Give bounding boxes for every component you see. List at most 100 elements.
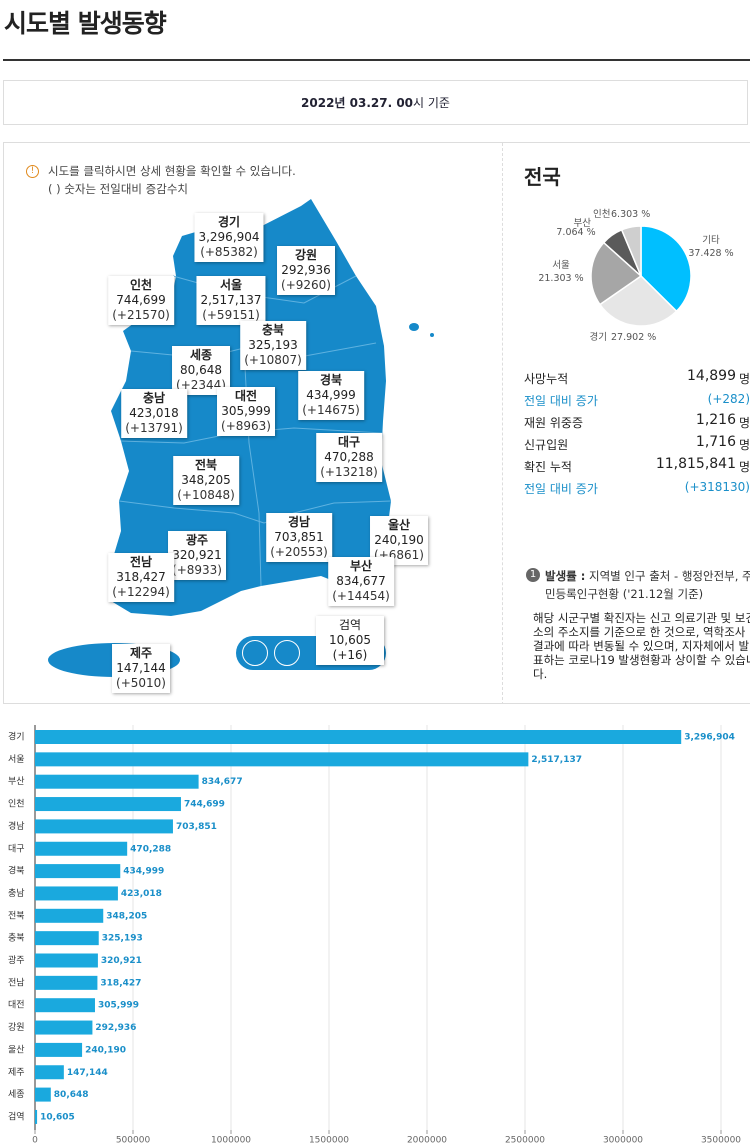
pie-label: 기타: [702, 235, 720, 246]
y-tick-label: 서울: [8, 754, 25, 765]
region-label[interactable]: 경남 703,851 (+20553): [266, 513, 332, 562]
region-count: 744,699: [116, 293, 166, 307]
region-label[interactable]: 인천 744,699 (+21570): [108, 276, 174, 325]
y-tick-label: 경북: [8, 865, 25, 877]
stat-row: 사망누적 14,899 명: [524, 368, 750, 388]
region-name: 검역: [338, 618, 362, 632]
region-label[interactable]: 서울 2,517,137 (+59151): [196, 276, 266, 325]
region-change: (+13218): [320, 465, 378, 479]
notice-text: ( ) 숫자는 전일대비 증감수치: [48, 182, 188, 196]
y-tick-label: 세종: [8, 1089, 25, 1100]
value-label: 703,851: [176, 822, 217, 832]
status-panel: ! 시도를 클릭하시면 상세 현황을 확인할 수 있습니다. ( ) 숫자는 전…: [3, 142, 750, 704]
bar: [35, 998, 95, 1013]
date-box: 2022년 03.27. 00시 기준: [3, 80, 748, 125]
region-label[interactable]: 경북 434,999 (+14675): [298, 371, 364, 420]
region-label[interactable]: 세종 80,648 (+2344): [172, 346, 230, 395]
x-tick-label: 2500000: [505, 1136, 545, 1145]
stat-unit: 명: [738, 460, 750, 474]
value-label: 240,190: [85, 1045, 126, 1055]
region-count: 834,677: [336, 574, 386, 588]
region-label[interactable]: 대구 470,288 (+13218): [316, 433, 382, 482]
x-tick-label: 1500000: [309, 1136, 349, 1145]
region-label[interactable]: 광주 320,921 (+8933): [168, 531, 226, 580]
region-label[interactable]: 충남 423,018 (+13791): [121, 389, 187, 438]
y-tick-label: 부산: [8, 776, 25, 787]
region-count: 434,999: [306, 388, 356, 402]
value-label: 10,605: [40, 1112, 75, 1122]
x-tick-label: 3500000: [701, 1136, 741, 1145]
region-label[interactable]: 충북 325,193 (+10807): [240, 321, 306, 370]
y-tick-label: 인천: [8, 799, 25, 810]
title-rule: [3, 59, 750, 61]
y-tick-label: 충북: [8, 933, 25, 944]
quarantine-label[interactable]: 검역 10,605 (+16): [316, 616, 384, 665]
region-label[interactable]: 부산 834,677 (+14454): [328, 557, 394, 606]
dokdo: [430, 333, 434, 337]
note-bullet: 1: [526, 568, 540, 582]
stat-unit: 명: [738, 416, 750, 430]
pie-slice: [598, 275, 678, 327]
bar: [35, 886, 118, 901]
bar-chart: 0 500000 1000000 1500000 2000000 2500000 30000…: [8, 725, 741, 1145]
pie-slice: [620, 225, 642, 277]
region-change: (+12294): [112, 585, 170, 599]
stat-label: 재원 위중증: [524, 416, 584, 430]
stat-value: 11,815,841: [655, 456, 736, 472]
page-title: 시도별 발생동향: [4, 9, 167, 38]
region-count: 80,648: [180, 363, 222, 377]
bar: [35, 1087, 51, 1102]
bar: [35, 931, 99, 946]
stat-unit: 명: [738, 438, 750, 452]
region-label[interactable]: 전북 348,205 (+10848): [173, 456, 239, 505]
region-change: (+85382): [200, 245, 258, 259]
value-label: 320,921: [101, 956, 142, 966]
stat-label: 확진 누적: [524, 460, 572, 474]
region-label[interactable]: 울산 240,190 (+6861): [370, 516, 428, 565]
bar: [35, 1065, 64, 1080]
y-tick-label: 검역: [8, 1110, 25, 1122]
region-count: 292,936: [281, 263, 331, 277]
bar: [35, 908, 104, 923]
y-tick-label: 울산: [8, 1044, 25, 1055]
region-change: (+10807): [244, 353, 302, 367]
region-count: 423,018: [129, 406, 179, 420]
region-name: 충북: [261, 323, 285, 337]
region-count: 318,427: [116, 570, 166, 584]
region-count: 325,193: [248, 338, 298, 352]
region-label[interactable]: 전남 318,427 (+12294): [108, 553, 174, 602]
region-change: (+14454): [332, 589, 390, 603]
quarantine-button[interactable]: 검역 10,605 (+16): [236, 616, 386, 670]
bar: [35, 953, 98, 968]
region-count: 147,144: [116, 661, 166, 675]
region-change: (+59151): [202, 308, 260, 322]
region-count: 305,999: [221, 404, 271, 418]
value-label: 147,144: [67, 1068, 108, 1078]
value-label: 325,193: [102, 934, 143, 944]
value-label: 80,648: [54, 1090, 89, 1100]
region-label[interactable]: 강원 292,936 (+9260): [277, 246, 335, 295]
region-name: 세종: [189, 348, 213, 362]
bar: [35, 841, 128, 856]
value-label: 318,427: [100, 978, 141, 988]
note-disclaimer: 해당 시군구별 확진자는 신고 의료기관 및 보건소의 주소지를 기준으로 한 …: [533, 611, 750, 681]
pie-chart: 기타 37.428 % 경기 27.902 % 서울 21.303 % 부산7.064 % 인…: [538, 209, 733, 343]
region-count: 240,190: [374, 533, 424, 547]
x-tick-label: 0: [32, 1136, 38, 1145]
pie-label: 서울: [552, 260, 570, 271]
region-count: 703,851: [274, 530, 324, 544]
region-change: (+13791): [125, 421, 183, 435]
region-label[interactable]: 대전 305,999 (+8963): [217, 387, 275, 436]
bar: [35, 864, 121, 879]
pie-label: 경기: [590, 331, 607, 343]
x-tick-label: 1000000: [211, 1136, 251, 1145]
info-icon: !: [26, 165, 39, 178]
region-label[interactable]: 제주 147,144 (+5010): [112, 644, 170, 693]
bar: [35, 1042, 83, 1057]
region-name: 대구: [337, 435, 361, 449]
region-label[interactable]: 경기 3,296,904 (+85382): [194, 213, 264, 262]
region-change: (+16): [332, 648, 368, 662]
region-name: 전남: [129, 555, 153, 569]
region-name: 광주: [185, 533, 209, 547]
value-label: 423,018: [121, 889, 162, 899]
